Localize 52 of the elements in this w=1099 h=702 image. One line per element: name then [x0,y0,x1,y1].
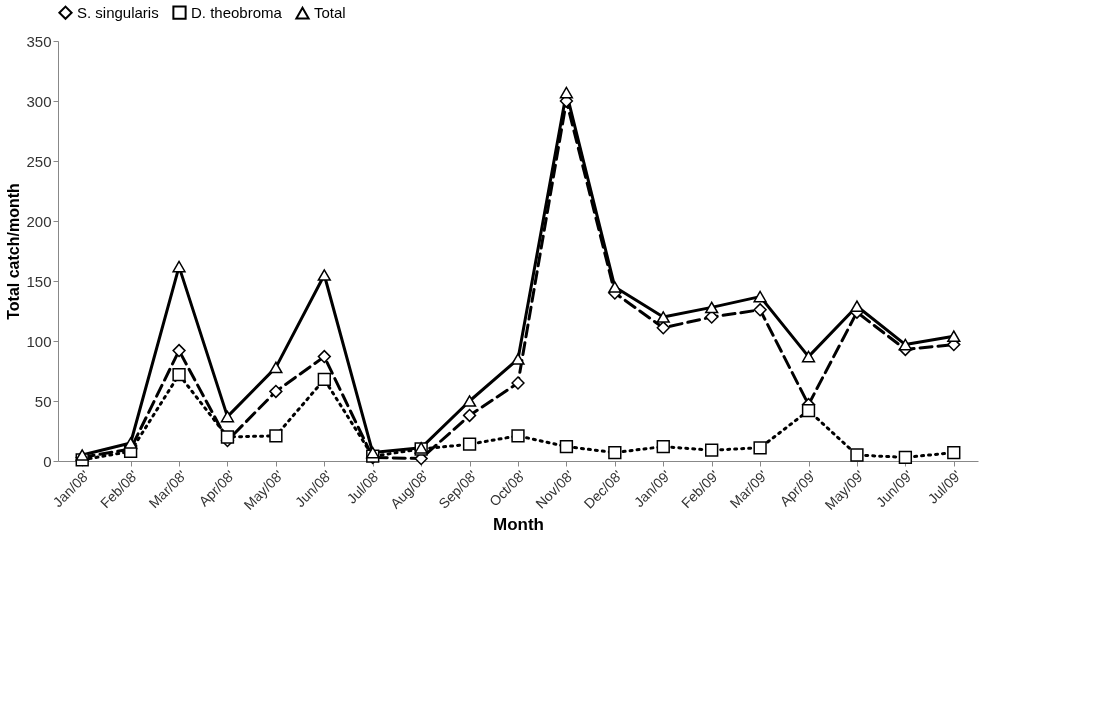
point [753,303,767,317]
y-tick-label: 200 [26,212,52,230]
legend-label: Total [314,4,346,22]
point [705,443,719,457]
point [656,321,670,335]
point [511,353,525,365]
point [75,449,89,461]
point [462,395,477,407]
point [850,448,864,462]
legend-label: S. singularis [77,3,159,21]
y-tick-label: 100 [26,332,52,350]
y-tick-label: 250 [26,152,52,170]
point [317,349,331,364]
point [608,445,622,460]
point [220,430,235,444]
point [559,439,574,454]
point [511,429,525,443]
y-tick-label: 300 [26,92,52,110]
point [123,437,138,449]
point [269,361,283,374]
y-tick-label: 0 [43,452,52,470]
point [172,260,186,273]
point [656,311,670,323]
point [801,403,816,418]
x-axis-title: Month [493,514,544,534]
point [220,410,235,423]
y-tick-label: 350 [26,32,52,50]
point [801,350,816,363]
y-tick-label: 150 [26,272,52,290]
y-tick-label: 50 [34,392,52,410]
point [172,367,186,382]
point [753,290,767,303]
point [269,384,283,399]
point [317,269,331,281]
point [753,441,767,455]
point [656,439,670,454]
legend-label: D. theobroma [191,3,283,21]
y-axis-title: Total catch/month [5,183,23,320]
point [898,450,913,465]
point [559,86,574,99]
point [947,445,961,460]
point [898,338,913,351]
point [705,301,719,314]
point [462,408,477,423]
point [462,437,477,451]
point [366,446,380,459]
point [947,330,961,343]
point [850,300,864,313]
point [172,343,186,358]
point [608,281,622,293]
point [317,372,331,387]
point [269,429,283,443]
